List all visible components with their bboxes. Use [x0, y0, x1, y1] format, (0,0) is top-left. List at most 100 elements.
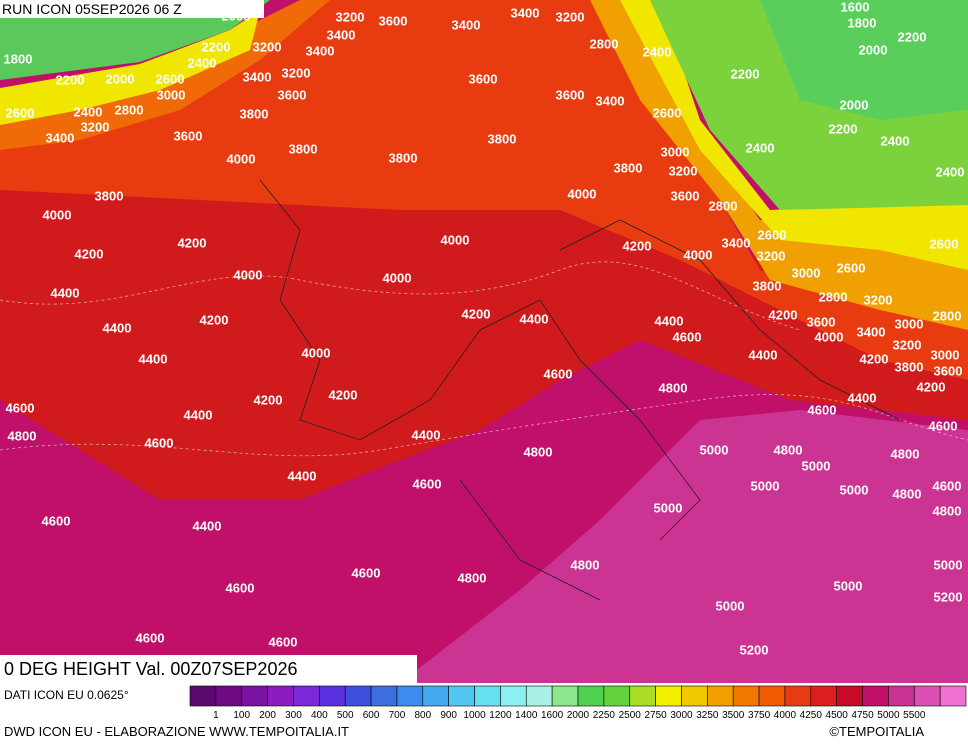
legend-swatch — [215, 685, 243, 707]
contour-label: 4800 — [891, 446, 920, 461]
contour-label: 3200 — [81, 119, 110, 134]
legend-swatch — [551, 685, 579, 707]
contour-label: 4600 — [929, 418, 958, 433]
contour-label: 4600 — [145, 435, 174, 450]
contour-label: 2400 — [936, 164, 965, 179]
contour-label: 4400 — [184, 407, 213, 422]
legend-swatch — [422, 685, 449, 707]
contour-label: 4400 — [288, 468, 317, 483]
contour-label: 4400 — [520, 311, 549, 326]
contour-label: 3800 — [289, 141, 318, 156]
contour-label: 3800 — [614, 160, 643, 175]
contour-label: 3200 — [253, 39, 282, 54]
legend-label: 1000 — [463, 710, 486, 721]
contour-label: 3600 — [278, 87, 307, 102]
area-4200 — [0, 140, 968, 500]
legend-label: 1200 — [489, 710, 512, 721]
contour-label: 3200 — [893, 337, 922, 352]
contour-label: 3800 — [389, 150, 418, 165]
contour-label: 5200 — [740, 642, 769, 657]
contour-label: 3400 — [857, 324, 886, 339]
contour-label: 4400 — [655, 313, 684, 328]
contour-label: 4400 — [139, 351, 168, 366]
contour-label: 2600 — [6, 105, 35, 120]
legend-label: 5500 — [903, 710, 926, 721]
legend-label: 1 — [213, 710, 219, 721]
contour-label: 4400 — [103, 320, 132, 335]
area-5000 — [400, 410, 968, 683]
contour-label: 2400 — [643, 44, 672, 59]
contour-label: 3600 — [469, 71, 498, 86]
contour-label: 2800 — [933, 308, 962, 323]
contour-label: 3600 — [556, 87, 585, 102]
contour-label: 4800 — [893, 486, 922, 501]
contour-label: 3000 — [931, 347, 960, 362]
legend-swatch — [267, 685, 294, 707]
legend-label: 5000 — [877, 710, 900, 721]
legend-swatch — [836, 685, 863, 707]
contour-label: 2400 — [746, 140, 775, 155]
contour-label: 4800 — [571, 557, 600, 572]
legend-label: 200 — [259, 710, 276, 721]
contour-label: 3800 — [753, 278, 782, 293]
area-2000-west — [0, 0, 270, 80]
run-label: RUN ICON 05SEP2026 06 Z — [0, 0, 264, 18]
contour-label: 4200 — [178, 235, 207, 250]
contour-label: 4000 — [684, 247, 713, 262]
contour-label: 4000 — [568, 186, 597, 201]
contour-label: 3000 — [157, 87, 186, 102]
area-2600 — [620, 0, 968, 270]
legend-swatch — [810, 685, 837, 707]
contour-label: 2000 — [859, 42, 888, 57]
legend-label: 2500 — [619, 710, 642, 721]
legend-swatch — [500, 685, 527, 707]
footer-right: ©TEMPOITALIA — [829, 724, 924, 739]
contour-label: 3600 — [934, 363, 963, 378]
legend-label: 400 — [311, 710, 328, 721]
legend-label: 2000 — [567, 710, 590, 721]
contour-label: 3200 — [757, 248, 786, 263]
footer-left: DWD ICON EU - ELABORAZIONE WWW.TEMPOITAL… — [4, 724, 349, 739]
legend-swatch — [603, 685, 631, 707]
contour-label: 4400 — [412, 427, 441, 442]
legend-swatch — [681, 685, 708, 707]
legend-swatch — [448, 685, 475, 707]
contour-label: 4000 — [302, 345, 331, 360]
contour-label: 4200 — [254, 392, 283, 407]
contour-label: 2000 — [840, 97, 869, 112]
contour-label: 3000 — [895, 316, 924, 331]
contour-label: 4800 — [458, 570, 487, 585]
contour-label: 2200 — [56, 72, 85, 87]
legend-swatch — [396, 685, 424, 707]
contour-label: 4400 — [193, 518, 222, 533]
contour-label: 4800 — [774, 442, 803, 457]
contour-label: 4200 — [769, 307, 798, 322]
contour-label: 4000 — [815, 329, 844, 344]
contour-label: 4000 — [383, 270, 412, 285]
contour-label: 4200 — [329, 387, 358, 402]
contour-label: 2600 — [758, 227, 787, 242]
contour-label: 3200 — [556, 9, 585, 24]
legend-label: 700 — [389, 710, 406, 721]
contour-label: 4000 — [43, 207, 72, 222]
contour-label: 4800 — [8, 428, 37, 443]
legend-label: 2250 — [593, 710, 616, 721]
legend-swatch — [707, 685, 734, 707]
contour-label: 3600 — [807, 314, 836, 329]
legend-swatch — [189, 685, 217, 707]
legend-swatch — [732, 685, 760, 707]
legend-label: 800 — [414, 710, 431, 721]
legend-swatch — [913, 685, 941, 707]
legend-label: 300 — [285, 710, 302, 721]
contour-label: 5000 — [700, 442, 729, 457]
legend-swatch — [862, 685, 889, 707]
contour-label: 3400 — [596, 93, 625, 108]
contour-label: 2600 — [930, 236, 959, 251]
contour-label: 1800 — [4, 51, 33, 66]
contour-labels: 2000320036003400320016001800340034002200… — [4, 0, 965, 657]
contour-label: 5000 — [802, 458, 831, 473]
legend-label: 1600 — [541, 710, 564, 721]
contour-label: 4600 — [808, 402, 837, 417]
contour-label: 2600 — [653, 105, 682, 120]
contour-label: 3400 — [243, 69, 272, 84]
